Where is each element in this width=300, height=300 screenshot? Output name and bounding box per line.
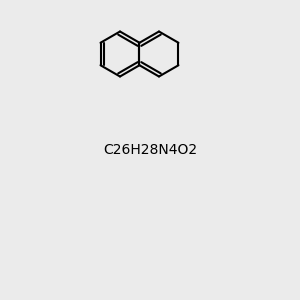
- Text: C26H28N4O2: C26H28N4O2: [103, 143, 197, 157]
